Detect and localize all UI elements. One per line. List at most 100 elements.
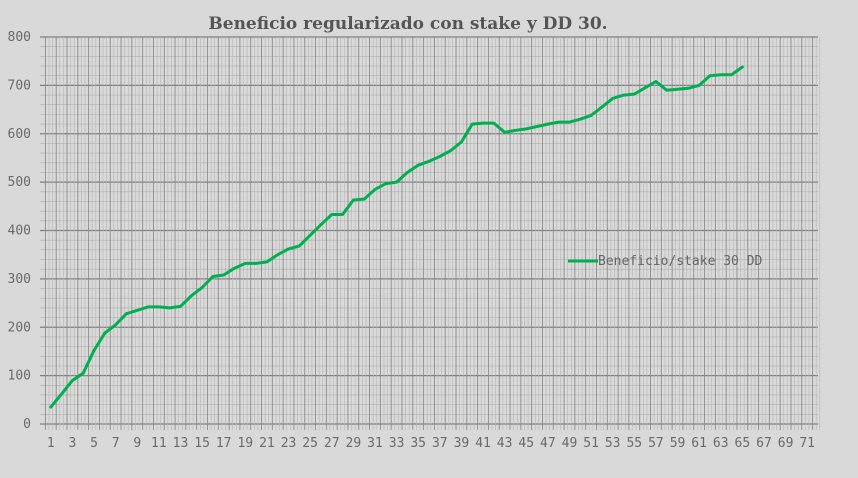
data-point xyxy=(384,182,387,185)
data-point xyxy=(697,84,701,87)
data-point xyxy=(352,198,355,202)
data-point xyxy=(341,213,344,216)
data-point xyxy=(460,140,463,144)
x-tick-label: 37 xyxy=(432,436,448,451)
legend: Beneficio/stake 30 DD xyxy=(568,254,763,269)
x-tick-label: 31 xyxy=(367,436,383,451)
x-tick-label: 71 xyxy=(799,436,815,451)
data-point xyxy=(319,223,323,226)
x-tick-label: 43 xyxy=(497,436,513,451)
x-tick-label: 57 xyxy=(648,436,664,451)
data-point xyxy=(60,392,63,396)
x-tick-label: 67 xyxy=(756,436,772,451)
data-point xyxy=(481,121,485,125)
data-point xyxy=(676,88,679,91)
data-point xyxy=(643,86,647,89)
data-point xyxy=(622,93,625,97)
data-point xyxy=(557,120,560,124)
data-point xyxy=(330,213,333,216)
data-point xyxy=(687,87,690,90)
data-point xyxy=(719,73,722,76)
data-point xyxy=(492,121,496,125)
data-point xyxy=(654,80,658,83)
x-tick-label: 3 xyxy=(69,436,77,451)
data-point xyxy=(611,97,614,100)
data-point xyxy=(406,171,409,174)
x-tick-label: 55 xyxy=(626,436,642,451)
data-point xyxy=(633,92,636,96)
data-point xyxy=(449,149,452,152)
data-point xyxy=(298,244,301,248)
data-point xyxy=(265,260,269,264)
series-group xyxy=(49,65,744,409)
data-point xyxy=(211,275,215,278)
y-tick-label: 100 xyxy=(8,369,31,384)
x-tick-label: 23 xyxy=(281,436,297,451)
data-point xyxy=(114,323,117,327)
x-tick-label: 15 xyxy=(194,436,210,451)
y-tick-label: 400 xyxy=(8,224,31,239)
x-tick-label: 7 xyxy=(112,436,120,451)
y-tick-label: 0 xyxy=(23,417,31,432)
x-tick-label: 53 xyxy=(605,436,621,451)
data-point xyxy=(190,294,193,298)
y-tick-label: 700 xyxy=(8,78,31,93)
data-point xyxy=(416,163,420,167)
data-point xyxy=(146,305,150,309)
data-point xyxy=(157,305,161,309)
data-point xyxy=(665,89,668,92)
y-axis-ticks: 0 100 200 300 400 500 600 700 800 xyxy=(8,30,31,432)
y-tick-label: 600 xyxy=(8,127,31,142)
data-point xyxy=(741,65,744,69)
x-tick-label: 47 xyxy=(540,436,556,451)
data-point xyxy=(579,118,582,121)
data-point xyxy=(708,74,712,77)
data-point xyxy=(438,155,442,158)
data-point xyxy=(179,305,182,308)
x-tick-label: 33 xyxy=(389,436,405,451)
y-tick-label: 800 xyxy=(8,30,31,45)
data-point xyxy=(92,349,96,352)
data-point xyxy=(125,312,128,315)
data-point xyxy=(546,122,550,126)
data-point xyxy=(244,262,247,265)
data-point xyxy=(82,372,85,375)
data-point xyxy=(254,262,258,265)
x-tick-label: 69 xyxy=(778,436,794,451)
x-tick-label: 45 xyxy=(518,436,534,451)
x-tick-label: 59 xyxy=(670,436,686,451)
data-point xyxy=(730,73,733,76)
data-point xyxy=(525,127,528,131)
y-tick-label: 300 xyxy=(8,272,31,287)
data-point xyxy=(535,125,539,128)
x-tick-label: 19 xyxy=(237,436,253,451)
chart-title: Beneficio regularizado con stake y DD 30… xyxy=(208,14,607,34)
x-tick-label: 35 xyxy=(410,436,426,451)
data-point xyxy=(168,306,171,310)
data-point xyxy=(103,331,107,335)
data-point xyxy=(200,286,204,289)
data-point xyxy=(471,122,474,126)
x-tick-label: 39 xyxy=(454,436,470,451)
x-tick-label: 27 xyxy=(324,436,340,451)
x-tick-label: 51 xyxy=(583,436,599,451)
x-tick-label: 61 xyxy=(691,436,707,451)
x-tick-label: 9 xyxy=(133,436,141,451)
data-point xyxy=(222,273,225,277)
x-tick-label: 17 xyxy=(216,436,232,451)
data-point xyxy=(373,188,377,191)
data-point xyxy=(308,234,312,237)
data-point xyxy=(276,253,279,256)
data-point xyxy=(49,405,53,409)
data-point xyxy=(362,197,366,201)
data-point xyxy=(71,379,74,382)
legend-label: Beneficio/stake 30 DD xyxy=(598,254,763,269)
x-tick-label: 65 xyxy=(735,436,751,451)
data-point xyxy=(568,120,571,124)
data-point xyxy=(503,131,506,134)
x-tick-label: 29 xyxy=(346,436,362,451)
x-tick-label: 49 xyxy=(562,436,578,451)
x-axis-ticks: 1 3 5 7 9 11 13 15 17 19 21 23 25 27 29 31 33 35 37 39 41 43 4… xyxy=(47,436,815,451)
data-point xyxy=(514,129,517,132)
